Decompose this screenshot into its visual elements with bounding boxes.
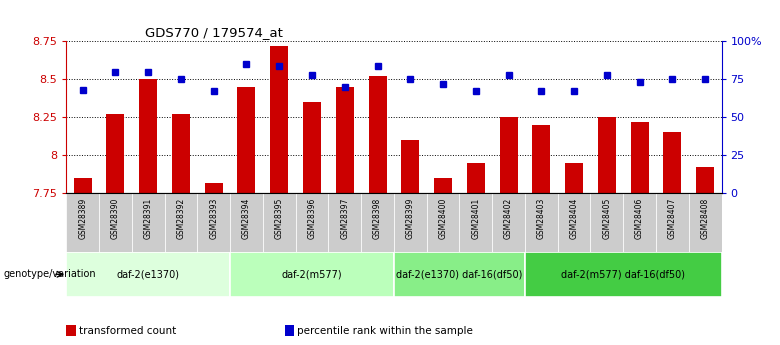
Bar: [303, 102, 321, 193]
Bar: [492, 193, 525, 252]
Bar: [139, 79, 158, 193]
Bar: [689, 193, 722, 252]
Bar: [172, 114, 190, 193]
Text: GSM28394: GSM28394: [242, 198, 251, 239]
Bar: [427, 193, 459, 252]
Text: genotype/variation: genotype/variation: [4, 269, 97, 279]
Text: GSM28404: GSM28404: [569, 198, 579, 239]
Bar: [73, 178, 92, 193]
Bar: [630, 122, 649, 193]
Bar: [204, 183, 223, 193]
Text: daf-2(m577) daf-16(df50): daf-2(m577) daf-16(df50): [562, 269, 685, 279]
Text: GDS770 / 179574_at: GDS770 / 179574_at: [145, 26, 283, 39]
Bar: [99, 193, 132, 252]
Text: GSM28401: GSM28401: [471, 198, 480, 239]
Bar: [525, 252, 722, 297]
Text: GSM28390: GSM28390: [111, 198, 120, 239]
Bar: [197, 193, 230, 252]
Bar: [558, 193, 590, 252]
Text: GSM28403: GSM28403: [537, 198, 546, 239]
Bar: [230, 193, 263, 252]
Text: transformed count: transformed count: [79, 326, 176, 336]
Bar: [459, 193, 492, 252]
Bar: [263, 193, 296, 252]
Text: percentile rank within the sample: percentile rank within the sample: [297, 326, 473, 336]
Text: GSM28395: GSM28395: [275, 198, 284, 239]
Text: GSM28406: GSM28406: [635, 198, 644, 239]
Text: GSM28397: GSM28397: [340, 198, 349, 239]
Text: daf-2(e1370) daf-16(df50): daf-2(e1370) daf-16(df50): [396, 269, 523, 279]
Bar: [663, 132, 682, 193]
Bar: [230, 252, 394, 297]
Text: GSM28405: GSM28405: [602, 198, 612, 239]
Bar: [696, 167, 714, 193]
Bar: [401, 140, 420, 193]
Bar: [361, 193, 394, 252]
Text: GSM28402: GSM28402: [504, 198, 513, 239]
Text: GSM28400: GSM28400: [438, 198, 448, 239]
Bar: [532, 125, 551, 193]
Text: GSM28393: GSM28393: [209, 198, 218, 239]
Bar: [132, 193, 165, 252]
Text: GSM28391: GSM28391: [144, 198, 153, 239]
Text: GSM28399: GSM28399: [406, 198, 415, 239]
Bar: [590, 193, 623, 252]
Text: GSM28396: GSM28396: [307, 198, 317, 239]
Bar: [368, 76, 387, 193]
Bar: [270, 46, 289, 193]
Bar: [237, 87, 256, 193]
Text: GSM28398: GSM28398: [373, 198, 382, 239]
Bar: [106, 114, 125, 193]
Text: GSM28392: GSM28392: [176, 198, 186, 239]
Text: GSM28408: GSM28408: [700, 198, 710, 239]
Bar: [394, 252, 525, 297]
Bar: [394, 193, 427, 252]
Text: daf-2(m577): daf-2(m577): [282, 269, 342, 279]
Bar: [623, 193, 656, 252]
Bar: [328, 193, 361, 252]
Text: daf-2(e1370): daf-2(e1370): [117, 269, 179, 279]
Text: GSM28389: GSM28389: [78, 198, 87, 239]
Bar: [525, 193, 558, 252]
Bar: [335, 87, 354, 193]
Bar: [466, 163, 485, 193]
Bar: [165, 193, 197, 252]
Bar: [66, 252, 230, 297]
Bar: [296, 193, 328, 252]
Bar: [499, 117, 518, 193]
Bar: [434, 178, 452, 193]
Bar: [597, 117, 616, 193]
Text: GSM28407: GSM28407: [668, 198, 677, 239]
Bar: [66, 193, 99, 252]
Bar: [656, 193, 689, 252]
Bar: [565, 163, 583, 193]
